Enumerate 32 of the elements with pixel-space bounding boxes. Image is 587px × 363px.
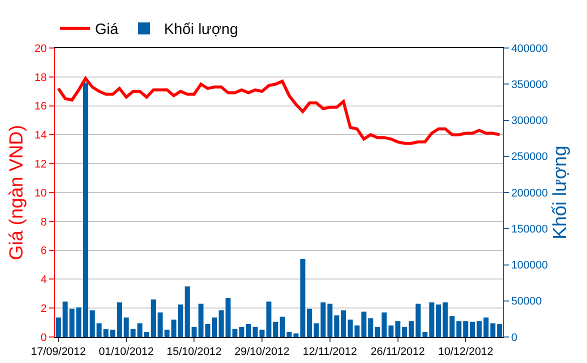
x-tick-label: 10/12/2012 (438, 346, 494, 358)
x-tick-label: 17/09/2012 (30, 346, 86, 358)
y2-tick-label: 100000 (511, 260, 548, 272)
y2-tick-label: 300000 (511, 115, 548, 128)
y-axis-title: Giá (ngàn VND) (6, 124, 28, 260)
y-tick-label: 20 (34, 42, 47, 55)
y-tick-label: 12 (34, 158, 47, 170)
x-tick-label: 15/10/2012 (166, 346, 222, 358)
y2-axis-title: Khối lượng (550, 146, 571, 240)
y-tick-label: 10 (34, 187, 47, 200)
y-tick-label: 6 (40, 245, 47, 258)
y2-tick-label: 150000 (511, 223, 548, 236)
y2-tick-label: 0 (511, 332, 518, 344)
y-tick-label: 4 (40, 274, 47, 286)
y-tick-label: 16 (34, 100, 47, 113)
line-series (56, 76, 502, 145)
y2-tick-label: 200000 (511, 187, 548, 200)
x-tick-label: 26/11/2012 (370, 346, 425, 358)
y-tick-label: 2 (40, 302, 47, 315)
y-tick-label: 18 (34, 72, 47, 84)
x-tick-label: 12/11/2012 (302, 346, 358, 358)
y-tick-label: 0 (40, 332, 47, 344)
legend-label: Khối lượng (164, 21, 238, 38)
x-tick-label: 29/10/2012 (234, 346, 290, 358)
legend-label: Giá (95, 21, 119, 38)
y2-tick-label: 350000 (511, 78, 548, 91)
y-tick-label: 8 (40, 216, 47, 228)
x-tick-label: 01/10/2012 (98, 346, 154, 358)
y2-tick-label: 250000 (511, 151, 548, 164)
y2-tick-label: 400000 (511, 42, 548, 55)
y2-tick-label: 50000 (511, 296, 542, 308)
y-tick-label: 14 (34, 130, 47, 142)
